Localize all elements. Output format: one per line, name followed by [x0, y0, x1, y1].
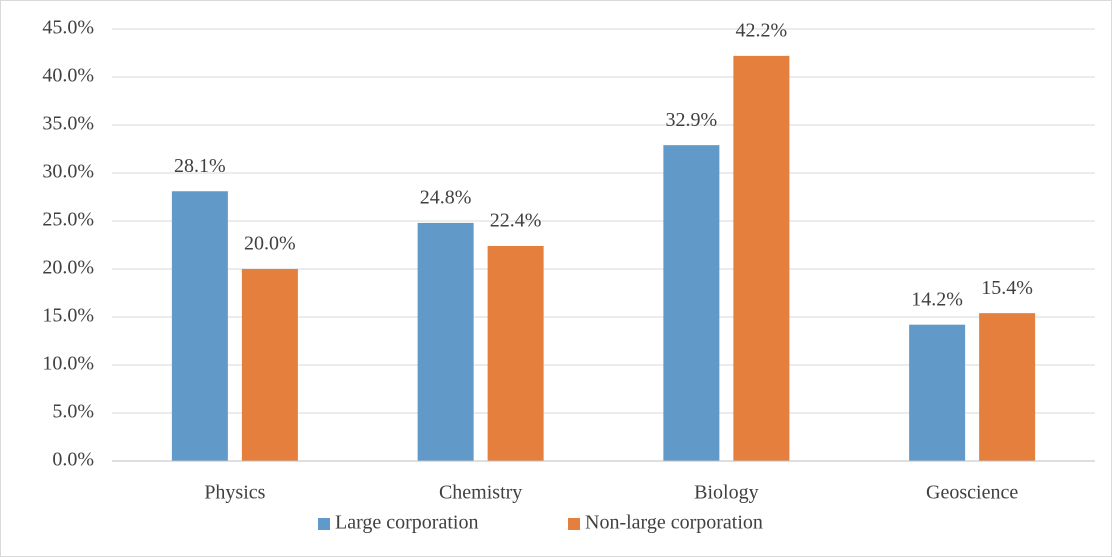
value-label: 14.2% [911, 288, 963, 310]
y-tick-label: 15.0% [42, 305, 94, 327]
y-tick-label: 40.0% [42, 65, 94, 87]
y-tick-label: 35.0% [42, 113, 94, 135]
y-tick-label: 0.0% [52, 449, 94, 471]
bar [979, 313, 1036, 461]
bar [417, 222, 474, 461]
bar [663, 145, 720, 461]
value-label: 15.4% [981, 277, 1033, 299]
x-tick-label: Geoscience [926, 482, 1018, 504]
legend-label: Large corporation [335, 512, 478, 534]
value-label: 20.0% [244, 233, 296, 255]
bar [909, 324, 966, 461]
y-tick-label: 45.0% [42, 17, 94, 39]
y-tick-label: 20.0% [42, 257, 94, 279]
x-tick-label: Chemistry [439, 482, 522, 504]
value-label: 28.1% [174, 155, 226, 177]
y-tick-label: 10.0% [42, 353, 94, 375]
x-tick-label: Physics [204, 482, 265, 504]
bar [733, 55, 790, 461]
bar [487, 245, 544, 461]
bar [241, 269, 298, 461]
value-label: 42.2% [736, 19, 788, 41]
y-tick-label: 30.0% [42, 161, 94, 183]
legend-label: Non-large corporation [585, 512, 763, 534]
value-label: 24.8% [420, 187, 472, 209]
value-label: 32.9% [666, 109, 718, 131]
bar [171, 191, 228, 462]
y-tick-label: 25.0% [42, 209, 94, 231]
value-label: 22.4% [490, 210, 542, 232]
legend-swatch [568, 518, 580, 530]
x-tick-label: Biology [694, 482, 758, 504]
legend-swatch [318, 518, 330, 530]
y-tick-label: 5.0% [52, 401, 94, 423]
